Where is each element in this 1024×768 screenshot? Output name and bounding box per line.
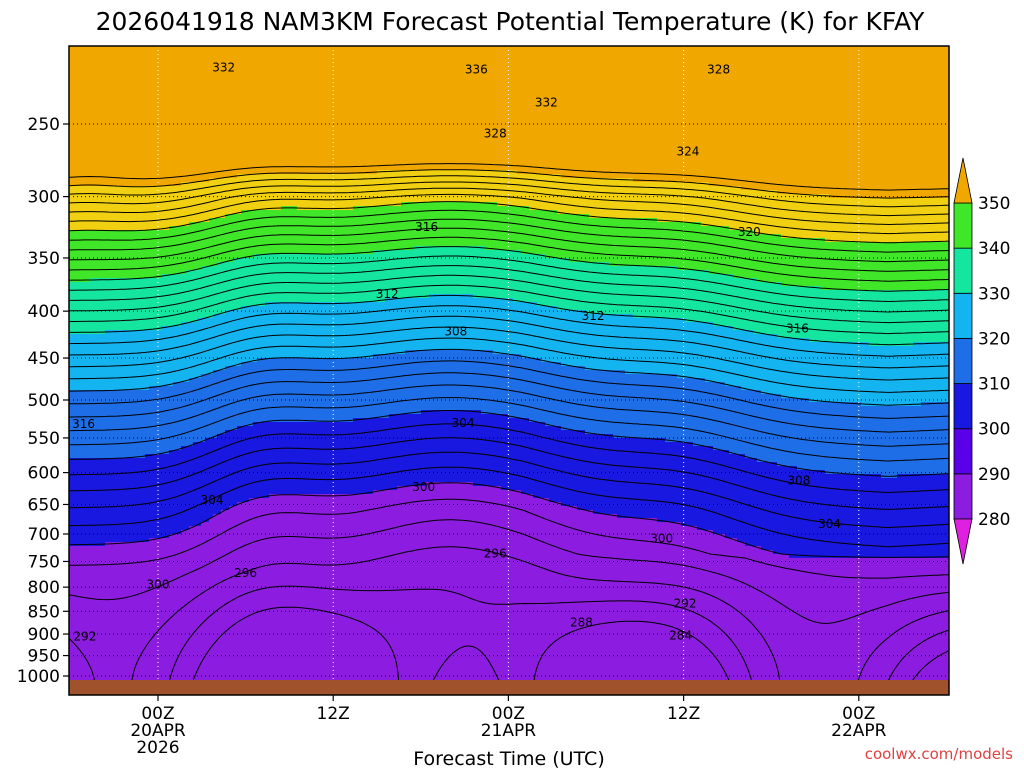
credit-text: coolwx.com/models bbox=[865, 745, 1013, 763]
colorbar-tick-label: 290 bbox=[978, 465, 1010, 485]
colorbar-tick-label: 330 bbox=[978, 284, 1010, 304]
x-tick-label: 21APR bbox=[481, 721, 537, 741]
y-tick-label: 900 bbox=[28, 625, 60, 645]
contour-label: 296 bbox=[484, 546, 507, 560]
x-tick-label: 12Z bbox=[317, 704, 350, 724]
y-tick-label: 700 bbox=[28, 525, 60, 545]
colorbar-tick-label: 350 bbox=[978, 194, 1010, 214]
contour-label: 328 bbox=[707, 62, 730, 76]
contour-label: 300 bbox=[147, 578, 170, 592]
y-tick-label: 450 bbox=[28, 349, 60, 369]
contour-label: 288 bbox=[570, 615, 593, 629]
contour-label: 296 bbox=[234, 566, 257, 580]
y-tick-label: 950 bbox=[28, 647, 60, 667]
colorbar-swatch bbox=[953, 338, 973, 384]
y-tick-label: 650 bbox=[28, 495, 60, 515]
colorbar-swatch bbox=[953, 292, 973, 339]
ground-surface bbox=[69, 680, 949, 695]
x-tick-label: 00Z bbox=[842, 704, 875, 724]
contour-label: 308 bbox=[787, 473, 810, 487]
contour-label: 300 bbox=[412, 480, 435, 494]
contour-label: 316 bbox=[72, 417, 95, 431]
colorbar-tick-label: 280 bbox=[978, 510, 1010, 530]
contour-label: 300 bbox=[650, 532, 673, 546]
y-tick-label: 1000 bbox=[17, 667, 60, 687]
x-tick-label: 20APR bbox=[130, 721, 186, 741]
x-tick-label: 2026 bbox=[136, 738, 179, 758]
potential-temperature-field bbox=[69, 46, 949, 695]
contour-label: 284 bbox=[669, 628, 692, 642]
contour-label: 328 bbox=[484, 126, 507, 140]
colorbar-extend-min bbox=[953, 518, 973, 565]
contour-lines bbox=[69, 163, 949, 695]
y-tick-label: 750 bbox=[28, 552, 60, 572]
colorbar-legend: 280 290 300 310 320 330 340 350 bbox=[953, 157, 1010, 565]
chart-title: 2026041918 NAM3KM Forecast Potential Tem… bbox=[96, 7, 926, 36]
colorbar-tick-label: 310 bbox=[978, 375, 1010, 395]
colorbar-swatch bbox=[953, 428, 973, 475]
x-tick-label: 22APR bbox=[831, 721, 887, 741]
y-tick-label: 500 bbox=[28, 391, 60, 411]
x-axis-label: Forecast Time (UTC) bbox=[413, 748, 604, 768]
colorbar-tick-label: 320 bbox=[978, 329, 1010, 349]
contour-label: 292 bbox=[674, 597, 697, 611]
contour-label: 304 bbox=[452, 416, 475, 430]
contour-label: 316 bbox=[786, 322, 809, 336]
y-tick-label: 550 bbox=[28, 429, 60, 449]
y-tick-label: 600 bbox=[28, 464, 60, 484]
contour-label: 312 bbox=[376, 287, 399, 301]
contour-label: 324 bbox=[677, 145, 700, 159]
contour-label: 336 bbox=[465, 62, 488, 76]
colorbar-swatch bbox=[953, 202, 973, 249]
colorbar-swatch bbox=[953, 247, 973, 294]
contour-label: 292 bbox=[74, 629, 97, 643]
contour-label: 304 bbox=[818, 517, 841, 531]
colorbar-extend-max bbox=[953, 157, 973, 204]
pressure-axis: 250 300 350 400 450 500 550 600 650 700 750 800 850 9… bbox=[17, 115, 69, 687]
contour-label: 320 bbox=[738, 225, 761, 239]
colorbar-tick-label: 300 bbox=[978, 420, 1010, 440]
colorbar-swatch bbox=[953, 383, 973, 430]
isentrope bbox=[69, 163, 949, 695]
contour-labels: 332 336 332 328 328 324 320 316 316 312 312 308 316 3… bbox=[72, 61, 841, 644]
x-tick-label: 12Z bbox=[667, 704, 700, 724]
contour-label: 332 bbox=[535, 96, 558, 110]
y-tick-label: 800 bbox=[28, 578, 60, 598]
contour-label: 332 bbox=[212, 61, 235, 75]
contour-label: 308 bbox=[444, 325, 467, 339]
contour-label: 316 bbox=[415, 220, 438, 234]
colorbar-tick-label: 340 bbox=[978, 239, 1010, 259]
x-tick-label: 00Z bbox=[141, 704, 174, 724]
y-tick-label: 300 bbox=[28, 188, 60, 208]
y-tick-label: 350 bbox=[28, 249, 60, 269]
contour-label: 312 bbox=[582, 309, 605, 323]
x-tick-label: 00Z bbox=[492, 704, 525, 724]
y-tick-label: 400 bbox=[28, 302, 60, 322]
colorbar-swatch bbox=[953, 473, 973, 520]
contour-label: 304 bbox=[201, 493, 224, 507]
y-tick-label: 250 bbox=[28, 115, 60, 135]
y-tick-label: 850 bbox=[28, 602, 60, 622]
